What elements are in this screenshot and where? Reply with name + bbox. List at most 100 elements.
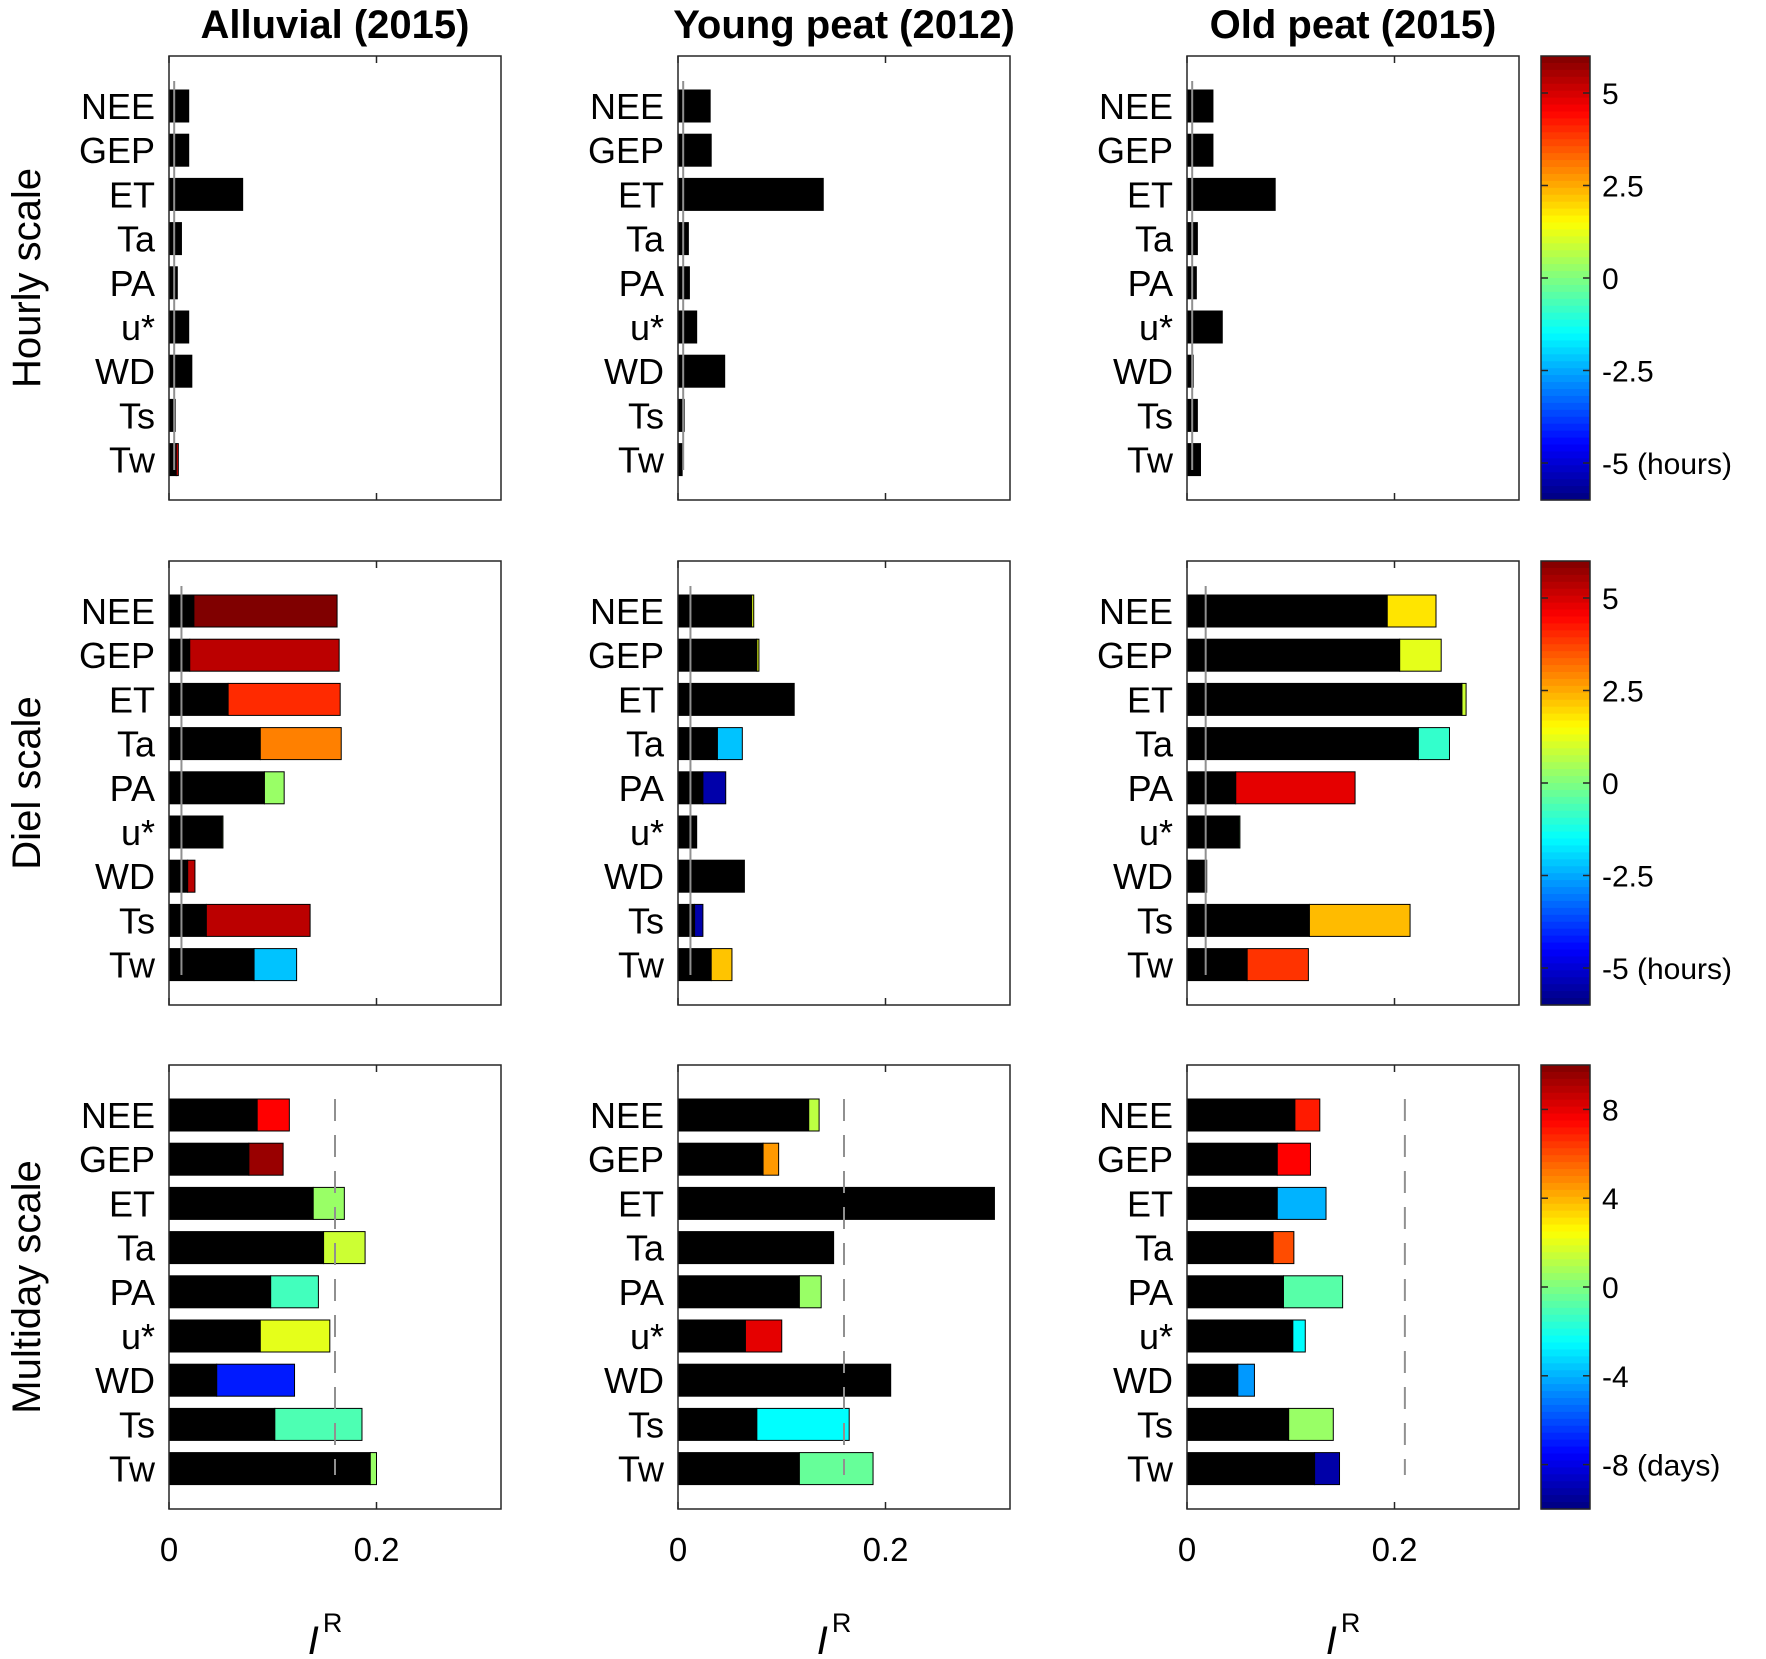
colorbar-segment-1-41 bbox=[1541, 845, 1590, 853]
category-label-2-0-0: NEE bbox=[81, 1095, 155, 1136]
category-label-0-1-3: Ta bbox=[626, 219, 665, 260]
colorbar-segment-1-23 bbox=[1541, 720, 1590, 729]
category-label-0-0-3: Ta bbox=[117, 219, 156, 260]
category-label-0-1-5: u* bbox=[630, 307, 664, 348]
colorbar-segment-2-6 bbox=[1541, 1106, 1590, 1115]
colorbar-segment-2-44 bbox=[1541, 1370, 1590, 1378]
bar-base-2-0-5 bbox=[168, 1319, 261, 1353]
colorbar-segment-2-50 bbox=[1541, 1411, 1590, 1420]
category-label-1-1-8: Tw bbox=[618, 945, 665, 986]
bar-base-0-2-8 bbox=[1186, 443, 1201, 477]
colorbar-segment-1-4 bbox=[1541, 588, 1590, 597]
colorbar-segment-1-18 bbox=[1541, 685, 1590, 694]
bar-base-1-2-6 bbox=[1186, 859, 1207, 893]
category-label-1-2-8: Tw bbox=[1127, 945, 1174, 986]
colorbar-segment-2-58 bbox=[1541, 1467, 1590, 1475]
bar-base-0-2-0 bbox=[1186, 89, 1214, 123]
colorbar-segment-1-36 bbox=[1541, 810, 1590, 819]
colorbar-segment-0-25 bbox=[1541, 229, 1590, 237]
category-label-2-2-7: Ts bbox=[1137, 1404, 1173, 1445]
bar-base-0-0-3 bbox=[168, 222, 182, 256]
colorbar-segment-0-28 bbox=[1541, 250, 1590, 258]
axes-layer: Alluvial (2015) Young peat (2012) Old peat… bbox=[5, 3, 1732, 1659]
category-label-0-1-4: PA bbox=[619, 263, 664, 304]
bar-extra-1-1-3 bbox=[716, 727, 743, 761]
category-label-0-0-5: u* bbox=[121, 307, 155, 348]
colorbar-segment-2-37 bbox=[1541, 1321, 1590, 1330]
category-label-2-1-0: NEE bbox=[590, 1095, 664, 1136]
colorbar-segment-2-48 bbox=[1541, 1398, 1590, 1406]
bar-base-1-1-7 bbox=[677, 903, 696, 937]
colorbar-segment-1-51 bbox=[1541, 914, 1590, 923]
colorbar-segment-1-16 bbox=[1541, 672, 1590, 680]
column-title-2: Old peat (2015) bbox=[1210, 3, 1497, 47]
bar-base-2-2-6 bbox=[1186, 1363, 1239, 1397]
colorbar-segment-0-17 bbox=[1541, 173, 1590, 182]
colorbar-tick-label-0-4: -5 (hours) bbox=[1602, 448, 1732, 481]
colorbar-segment-1-22 bbox=[1541, 713, 1590, 722]
bar-base-1-0-1 bbox=[168, 638, 191, 672]
bar-base-2-0-0 bbox=[168, 1098, 258, 1132]
colorbar-segment-0-56 bbox=[1541, 444, 1590, 453]
axes-box-1-1 bbox=[677, 560, 1011, 1006]
colorbar-segment-2-27 bbox=[1541, 1252, 1590, 1260]
colorbar-segment-0-32 bbox=[1541, 278, 1590, 286]
category-label-2-0-4: PA bbox=[110, 1272, 155, 1313]
colorbar-segment-0-54 bbox=[1541, 430, 1590, 439]
category-label-1-1-2: ET bbox=[618, 679, 664, 720]
category-label-0-2-4: PA bbox=[1128, 263, 1173, 304]
category-label-2-0-3: Ta bbox=[117, 1228, 156, 1269]
xtick-label-0-0: 0 bbox=[160, 1531, 178, 1568]
colorbar-segment-0-6 bbox=[1541, 97, 1590, 106]
colorbar-segment-2-54 bbox=[1541, 1439, 1590, 1448]
category-label-0-2-1: GEP bbox=[1097, 130, 1173, 171]
colorbar-segment-0-42 bbox=[1541, 347, 1590, 355]
category-label-2-0-6: WD bbox=[95, 1360, 155, 1401]
colorbar-tick-label-1-0: 5 bbox=[1602, 583, 1619, 616]
bar-base-2-0-2 bbox=[168, 1186, 314, 1220]
bar-base-1-0-5 bbox=[168, 815, 223, 849]
bar-extra-1-2-7 bbox=[1308, 903, 1411, 937]
colorbar-segment-0-31 bbox=[1541, 271, 1590, 279]
colorbar-tick-label-1-2: 0 bbox=[1602, 768, 1619, 801]
colorbar-segment-2-55 bbox=[1541, 1446, 1590, 1455]
colorbar-segment-2-0 bbox=[1541, 1065, 1590, 1073]
colorbar-segment-1-27 bbox=[1541, 748, 1590, 756]
colorbar-segment-0-14 bbox=[1541, 153, 1590, 161]
category-label-1-1-0: NEE bbox=[590, 591, 664, 632]
bar-extra-1-2-0 bbox=[1386, 594, 1437, 628]
colorbar-segment-0-57 bbox=[1541, 451, 1590, 459]
bar-base-0-1-6 bbox=[677, 354, 726, 388]
colorbar-1: 5 2.5 0 -2.5 -5 (hours) bbox=[1540, 560, 1732, 1006]
colorbar-tick-label-0-1: 2.5 bbox=[1602, 171, 1644, 204]
bar-base-1-2-3 bbox=[1186, 727, 1419, 761]
category-label-2-2-5: u* bbox=[1139, 1316, 1173, 1357]
colorbar-segment-1-33 bbox=[1541, 789, 1590, 798]
colorbar-segment-0-19 bbox=[1541, 187, 1590, 196]
colorbar-segment-1-62 bbox=[1541, 991, 1590, 999]
colorbar-segment-1-52 bbox=[1541, 921, 1590, 930]
category-label-0-2-6: WD bbox=[1113, 351, 1173, 392]
colorbar-segment-1-2 bbox=[1541, 574, 1590, 583]
colorbar-segment-2-10 bbox=[1541, 1134, 1590, 1142]
colorbar-tick-label-2-4: -8 (days) bbox=[1602, 1450, 1720, 1483]
bar-base-2-2-8 bbox=[1186, 1452, 1316, 1486]
colorbar-segment-1-42 bbox=[1541, 852, 1590, 860]
category-label-1-2-7: Ts bbox=[1137, 900, 1173, 941]
colorbar-segment-0-15 bbox=[1541, 160, 1590, 168]
xtick-label-0-1: 0.2 bbox=[354, 1531, 400, 1568]
bar-base-2-2-2 bbox=[1186, 1186, 1278, 1220]
colorbar-segment-2-51 bbox=[1541, 1418, 1590, 1427]
category-label-0-1-8: Tw bbox=[618, 440, 665, 481]
colorbar-segment-0-27 bbox=[1541, 243, 1590, 251]
category-label-1-1-3: Ta bbox=[626, 724, 665, 765]
colorbar-tick-label-1-4: -5 (hours) bbox=[1602, 953, 1732, 986]
bar-base-1-2-4 bbox=[1186, 771, 1237, 805]
xtick-label-1-1: 0.2 bbox=[863, 1531, 909, 1568]
colorbar-segment-1-29 bbox=[1541, 762, 1590, 770]
category-label-2-2-2: ET bbox=[1127, 1183, 1173, 1224]
bar-base-2-0-4 bbox=[168, 1275, 272, 1309]
colorbar-segment-2-36 bbox=[1541, 1314, 1590, 1323]
colorbar-segment-2-32 bbox=[1541, 1287, 1590, 1295]
bar-extra-1-0-2 bbox=[227, 682, 341, 716]
